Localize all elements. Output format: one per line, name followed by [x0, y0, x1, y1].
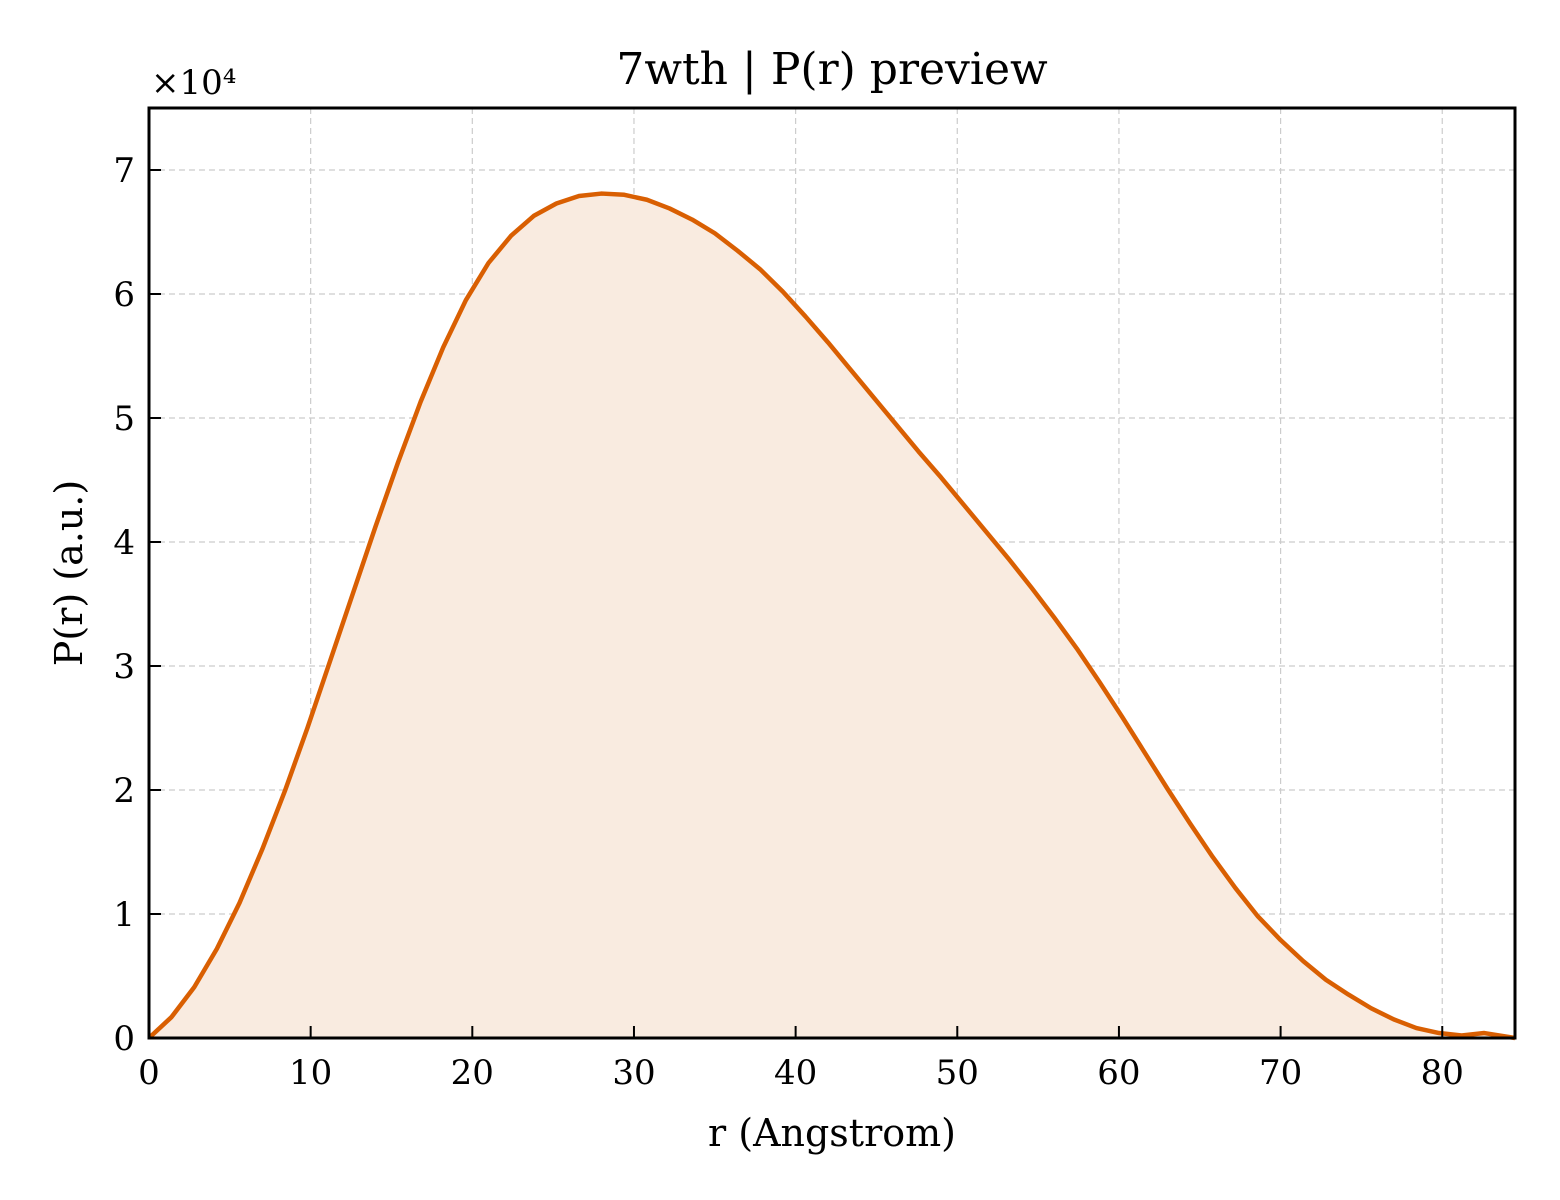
chart-title: 7wth | P(r) preview [616, 44, 1048, 95]
x-tick-label: 80 [1421, 1053, 1464, 1093]
x-axis-label: r (Angstrom) [708, 1111, 956, 1155]
y-tick-label: 4 [113, 523, 135, 563]
y-tick-label: 7 [113, 151, 135, 191]
y-tick-label: 0 [113, 1019, 135, 1059]
x-tick-label: 60 [1097, 1053, 1140, 1093]
y-axis-label: P(r) (a.u.) [47, 480, 91, 666]
pr-series-line [147, 191, 1516, 1041]
y-tick-label: 6 [113, 275, 135, 315]
x-tick-label: 50 [936, 1053, 979, 1093]
y-tick-label: 5 [113, 399, 135, 439]
axis-ticks: 0 10 20 30 40 50 60 70 80 0 1 2 3 4 5 6 7 [113, 151, 1464, 1093]
x-tick-label: 0 [138, 1053, 160, 1093]
x-tick-label: 30 [612, 1053, 655, 1093]
pr-area-fill [149, 193, 1515, 1038]
x-tick-label: 20 [451, 1053, 494, 1093]
y-tick-label: 2 [113, 771, 135, 811]
y-tick-label: 1 [113, 895, 135, 935]
y-axis-multiplier: ×10⁴ [151, 63, 236, 103]
y-tick-label: 3 [113, 647, 135, 687]
x-tick-label: 40 [774, 1053, 817, 1093]
x-tick-label: 10 [289, 1053, 332, 1093]
x-tick-label: 70 [1259, 1053, 1302, 1093]
plot-frame [147, 106, 1517, 1040]
